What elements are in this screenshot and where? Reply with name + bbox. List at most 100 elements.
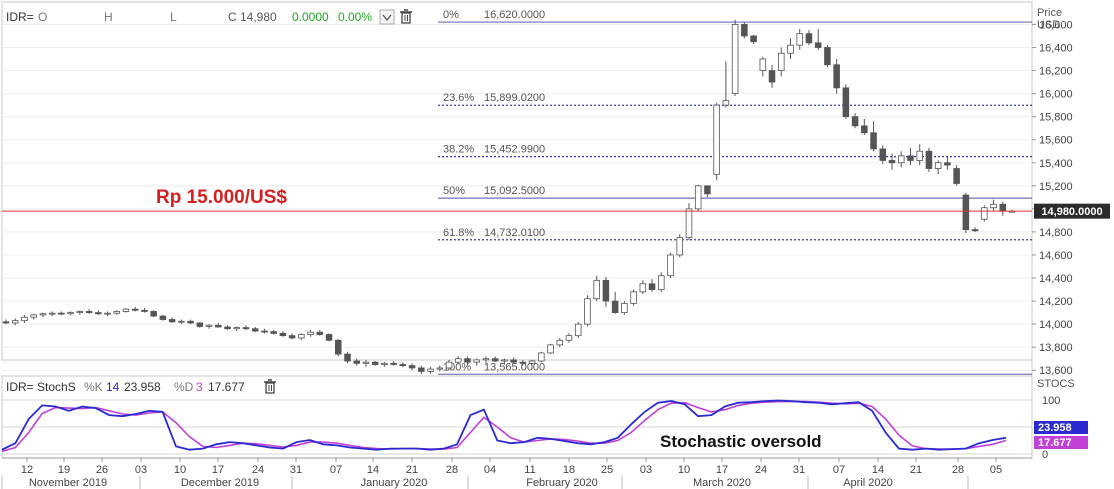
candle-body <box>528 360 536 364</box>
price-tick-label: 15,400 <box>1039 158 1073 170</box>
day-tick-label: 24 <box>252 464 264 476</box>
candle-body <box>85 311 93 314</box>
candle-body <box>759 58 767 71</box>
price-tick-label: 14,200 <box>1039 296 1073 308</box>
price-tick-label: 14,000 <box>1039 319 1073 331</box>
candle-body <box>805 33 813 44</box>
stochastic-d-badge: 17.677 <box>1034 436 1088 449</box>
candle-body <box>833 64 840 89</box>
candle-body <box>150 311 157 317</box>
trash-icon[interactable] <box>400 9 412 24</box>
candle-body <box>888 160 896 164</box>
price-tick-label: 13,600 <box>1039 365 1073 377</box>
day-tick-label: 17 <box>212 464 224 476</box>
candle-body <box>768 70 776 83</box>
day-tick-label: 26 <box>96 464 108 476</box>
header-open-label: O <box>38 10 47 24</box>
candle-body <box>704 185 711 195</box>
stochastic-tick-label: 100 <box>1042 395 1060 407</box>
day-tick-label: 31 <box>793 464 805 476</box>
candle-body <box>399 364 407 367</box>
candle-body <box>288 335 296 339</box>
month-label: December 2019 <box>181 477 259 489</box>
day-tick-label: 19 <box>58 464 70 476</box>
candle-body <box>113 311 121 314</box>
month-label: January 2020 <box>361 477 428 489</box>
candle-body <box>953 168 960 184</box>
trash-icon[interactable] <box>264 379 276 394</box>
day-tick-label: 28 <box>952 464 964 476</box>
header-close-value: C 14,980 <box>228 10 277 24</box>
candle-body <box>251 328 259 332</box>
candle-body <box>95 312 102 315</box>
price-axis-unit: USD <box>1037 19 1060 31</box>
rupiah-level-annotation: Rp 15.000/US$ <box>156 187 287 208</box>
candle-body <box>141 309 148 312</box>
time-axis: 12 19 26 03 10 17 24 31 07 14 21 28 04 11 18 25 03 10 17 24… <box>1 457 1032 489</box>
header-symbol: IDR= <box>6 10 34 24</box>
fib-value-label: 13,565.0000 <box>484 361 545 373</box>
month-label: April 2020 <box>843 477 893 489</box>
candle-body <box>934 162 942 169</box>
candle-body <box>944 162 951 166</box>
candle-body <box>316 331 324 335</box>
fib-value-label: 14,732.0100 <box>484 227 545 239</box>
chevron-down-icon[interactable] <box>379 9 395 25</box>
candle-body <box>556 339 564 346</box>
candle-body <box>104 312 111 315</box>
candle-body <box>750 35 757 43</box>
stochastic-gridlines <box>2 399 1032 455</box>
candle-body <box>722 100 730 106</box>
candle-body <box>676 237 684 256</box>
day-tick-label: 31 <box>290 464 302 476</box>
stoch-label: IDR= StochS <box>6 380 76 394</box>
candle-body <box>362 361 370 364</box>
price-tick-label: 16,400 <box>1039 42 1073 54</box>
candle-body <box>233 327 240 330</box>
candle-body <box>907 155 914 161</box>
price-tick-label: 14,600 <box>1039 250 1073 262</box>
candle-body <box>76 311 84 314</box>
candle-body <box>658 275 665 290</box>
candle-body <box>261 330 268 333</box>
candle-body <box>990 203 997 209</box>
stoch-k-period: 14 <box>106 380 120 394</box>
candle-body <box>371 361 379 365</box>
day-tick-label: 03 <box>640 464 652 476</box>
stochastic-panel <box>1 375 1033 459</box>
candle-body <box>999 203 1007 212</box>
candle-body <box>159 315 167 320</box>
price-tick-label: 16,200 <box>1039 66 1073 78</box>
candle-body <box>916 150 923 161</box>
candle-body <box>325 334 333 341</box>
candle-body <box>510 359 517 363</box>
month-label: February 2020 <box>526 477 598 489</box>
candlestick-series <box>2 19 1016 375</box>
candle-body <box>122 308 130 312</box>
day-tick-label: 18 <box>563 464 575 476</box>
candle-body <box>667 254 674 277</box>
candle-body <box>418 367 425 372</box>
price-tick-label: 13,800 <box>1039 342 1073 354</box>
stoch-d-label: %D <box>174 380 194 394</box>
fib-pct-label: 50% <box>443 185 465 197</box>
price-axis-ticks: 13,600 13,800 14,000 14,200 14,400 14,600 14,8… <box>1032 19 1073 377</box>
price-tick-label: 16,600 <box>1039 19 1073 31</box>
price-tick-label: 14,800 <box>1039 227 1073 239</box>
candle-body <box>436 367 444 370</box>
price-axis-title: Price <box>1037 7 1062 19</box>
candle-body <box>58 312 65 315</box>
candle-body <box>639 283 647 293</box>
candle-body <box>694 185 702 210</box>
candle-body <box>270 331 277 334</box>
candle-body <box>897 155 905 164</box>
candle-body <box>67 312 74 315</box>
day-tick-label: 03 <box>135 464 147 476</box>
current-price-badge: 14,980.0000 <box>1034 203 1110 219</box>
candle-body <box>584 298 591 325</box>
fib-pct-label: 38.2% <box>443 144 474 156</box>
candle-body <box>501 359 508 362</box>
candle-body <box>381 362 388 365</box>
stochastic-k-line <box>1 399 1007 451</box>
candle-body <box>851 116 859 127</box>
